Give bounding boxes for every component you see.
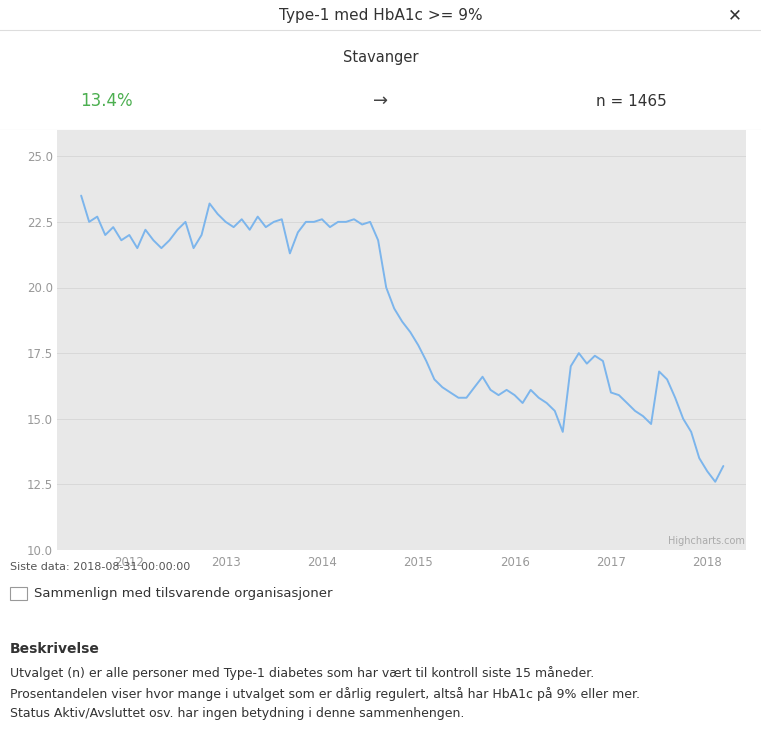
Text: n = 1465: n = 1465: [597, 94, 667, 109]
Text: ✕: ✕: [728, 7, 742, 24]
Text: Beskrivelse: Beskrivelse: [10, 642, 100, 656]
Text: 13.4%: 13.4%: [80, 92, 133, 111]
Text: Utvalget (n) er alle personer med Type-1 diabetes som har vært til kontroll sist: Utvalget (n) er alle personer med Type-1…: [10, 666, 640, 720]
Text: Highcharts.com: Highcharts.com: [667, 536, 744, 546]
Bar: [10, 587, 27, 600]
Text: Siste data: 2018-08-31 00:00:00: Siste data: 2018-08-31 00:00:00: [10, 562, 190, 572]
Text: Stavanger: Stavanger: [342, 49, 419, 65]
Text: Sammenlign med tilsvarende organisasjoner: Sammenlign med tilsvarende organisasjone…: [34, 587, 333, 600]
Text: Type-1 med HbA1c >= 9%: Type-1 med HbA1c >= 9%: [279, 8, 482, 23]
Text: →: →: [373, 92, 388, 111]
